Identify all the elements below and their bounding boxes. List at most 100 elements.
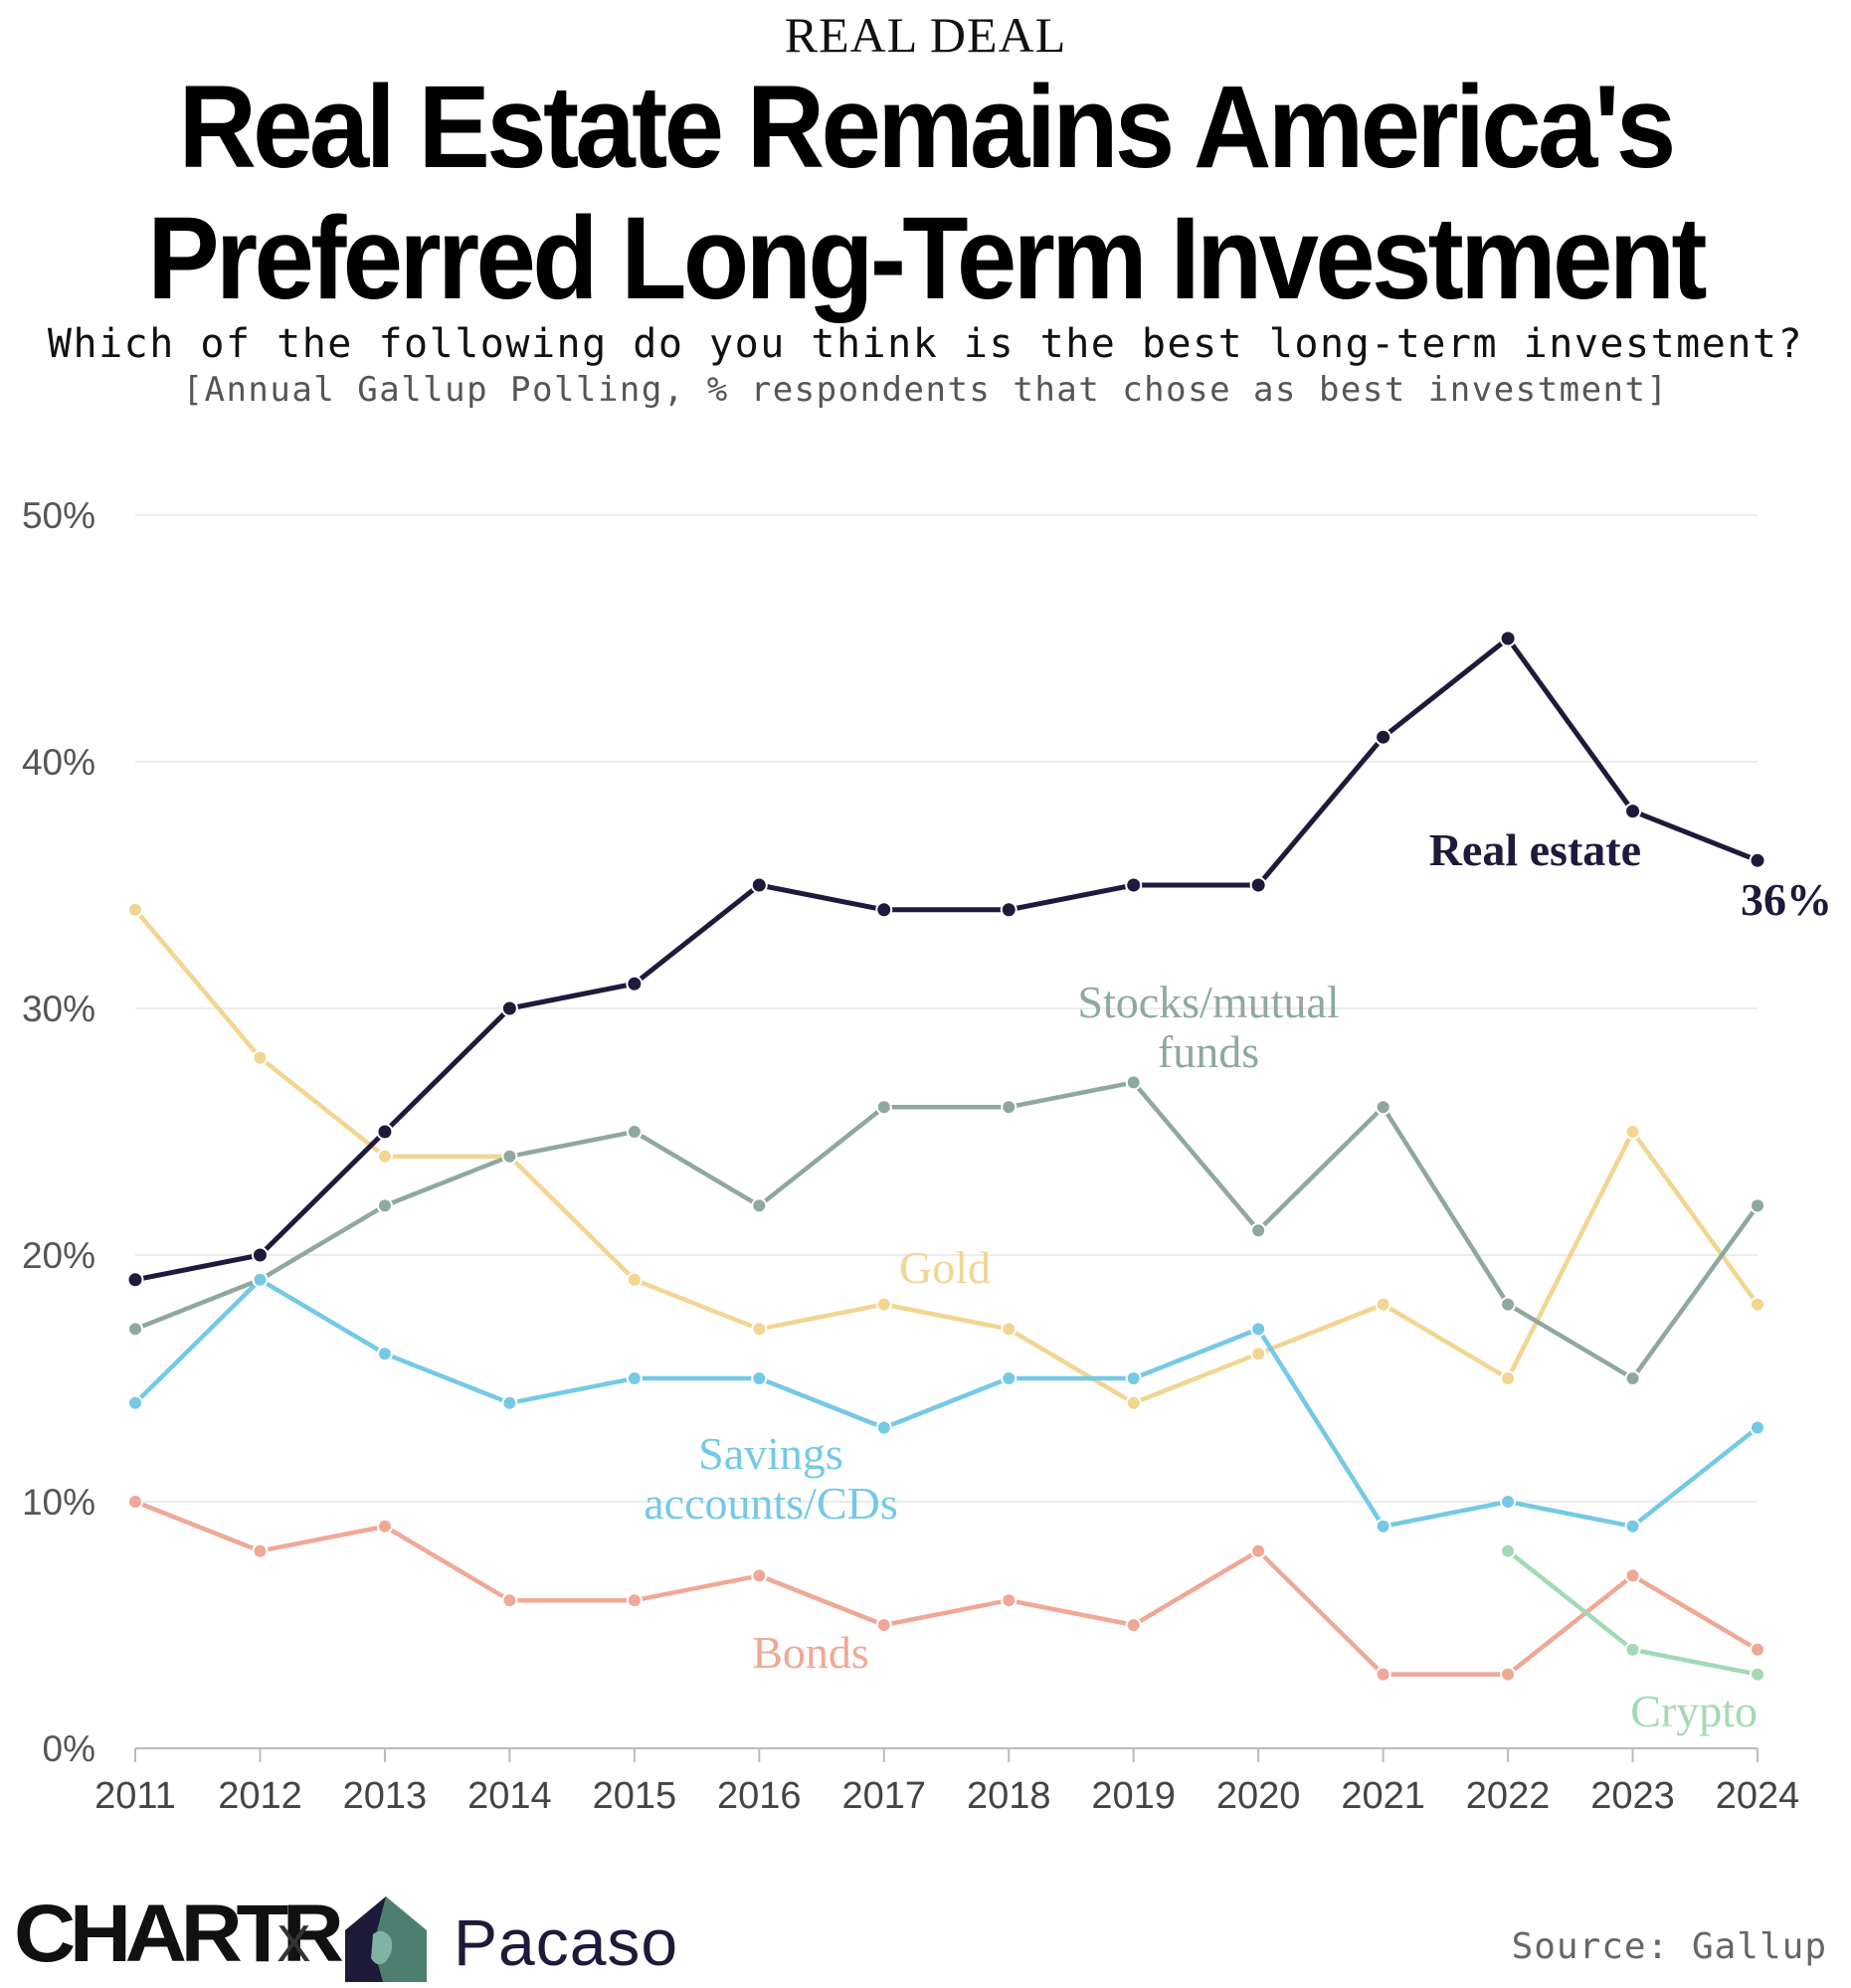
data-point: Bonds 2015: 6% <box>626 1592 643 1609</box>
data-point: Gold 2017: 18% <box>875 1296 892 1313</box>
data-point: Real estate 2017: 34% <box>875 901 893 919</box>
series-label: Bonds <box>752 1627 869 1678</box>
data-point: Real estate 2021: 41% <box>1375 728 1392 746</box>
x-tick-label: 2013 <box>343 1775 428 1817</box>
data-point: Bonds 2017: 5% <box>875 1617 892 1633</box>
series-label: Real estate <box>1429 824 1641 875</box>
pacaso-logo-text: Pacaso <box>454 1905 679 1979</box>
data-point: Bonds 2013: 9% <box>376 1518 393 1535</box>
data-point: Savings accounts/CDs 2015: 15% <box>626 1370 643 1386</box>
data-point: Crypto 2024: 3% <box>1750 1666 1765 1683</box>
series-label: Savings accounts/CDs <box>644 1428 898 1529</box>
data-point: Real estate 2012: 20% <box>251 1246 269 1264</box>
x-tick-label: 2015 <box>593 1775 677 1817</box>
series-line <box>134 635 1758 1283</box>
x-tick-label: 2012 <box>218 1775 302 1817</box>
data-point: Gold 2015: 19% <box>626 1271 643 1288</box>
series-group: Gold 2011: 34% Gold 2012: 28% Gold 2013: 2… <box>126 630 1766 1683</box>
x-tick-label: 2023 <box>1590 1775 1675 1817</box>
data-point: Bonds 2022: 3% <box>1500 1666 1517 1683</box>
data-point: Bonds 2012: 8% <box>252 1542 269 1559</box>
data-point: Gold 2023: 25% <box>1624 1124 1641 1140</box>
data-point: Real estate 2016: 35% <box>750 876 768 894</box>
data-point: Bonds 2024: 4% <box>1750 1641 1765 1658</box>
y-tick-label: 40% <box>22 742 95 783</box>
data-point: Bonds 2018: 6% <box>1001 1592 1018 1609</box>
data-point: Gold 2016: 17% <box>751 1321 768 1338</box>
x-tick-label: 2020 <box>1216 1775 1301 1817</box>
logo-separator: X <box>277 1915 311 1973</box>
x-tick-label: 2017 <box>841 1775 926 1817</box>
series-real-estate: Real estate 2011: 19% Real estate 2012: 2… <box>126 630 1766 1289</box>
x-tick-label: 2019 <box>1091 1775 1176 1817</box>
data-point: Gold 2021: 18% <box>1375 1296 1391 1313</box>
series-stocks-mutual-funds: Stocks/mutual funds 2011: 17% Stocks/mutu… <box>127 1074 1765 1386</box>
data-point: Savings accounts/CDs 2019: 15% <box>1125 1370 1142 1386</box>
data-point: Gold 2019: 14% <box>1125 1394 1142 1411</box>
data-point: Bonds 2014: 6% <box>501 1592 518 1609</box>
series-line <box>134 1080 1759 1381</box>
data-point: Savings accounts/CDs 2016: 15% <box>751 1370 768 1386</box>
data-point: Savings accounts/CDs 2023: 9% <box>1624 1518 1641 1535</box>
y-tick-label: 20% <box>22 1235 95 1276</box>
data-point: Gold 2024: 18% <box>1750 1296 1765 1313</box>
chart-subtitle: Which of the following do you think is t… <box>47 321 1804 367</box>
series-gold: Gold 2011: 34% Gold 2012: 28% Gold 2013: 2… <box>127 901 1765 1411</box>
data-point: Real estate 2023: 38% <box>1624 803 1642 820</box>
chart-title-line-2: Preferred Long-Term Investment <box>147 193 1707 324</box>
data-point: Stocks/mutual funds 2023: 15% <box>1624 1370 1641 1386</box>
data-point: Stocks/mutual funds 2015: 25% <box>626 1124 643 1140</box>
data-point: Savings accounts/CDs 2020: 17% <box>1250 1321 1267 1338</box>
data-point: Savings accounts/CDs 2024: 13% <box>1750 1419 1765 1436</box>
data-point: Bonds 2023: 7% <box>1624 1567 1641 1584</box>
data-point: Crypto 2023: 4% <box>1624 1641 1641 1658</box>
data-point: Savings accounts/CDs 2018: 15% <box>1001 1370 1018 1386</box>
data-point: Savings accounts/CDs 2017: 13% <box>875 1419 892 1436</box>
x-tick-label: 2014 <box>467 1775 552 1817</box>
data-point: Stocks/mutual funds 2017: 26% <box>875 1099 892 1116</box>
data-point: Stocks/mutual funds 2013: 22% <box>376 1197 393 1214</box>
data-point: Bonds 2011: 10% <box>127 1494 143 1510</box>
gridlines <box>135 514 1758 1503</box>
data-point: Gold 2020: 16% <box>1250 1346 1267 1362</box>
y-axis: 0% 10% 20% 30% 40% 50% <box>22 495 95 1769</box>
chart-kicker: REAL DEAL <box>784 7 1067 63</box>
chart-subtitle-note: [Annual Gallup Polling, % respondents th… <box>182 370 1669 410</box>
series-line <box>134 1499 1759 1677</box>
series-crypto: Crypto 2022: 8% Crypto 2023: 4% Crypto 202… <box>1500 1542 1765 1683</box>
series-label: Crypto <box>1630 1686 1758 1736</box>
y-tick-label: 50% <box>22 495 95 536</box>
data-point: Stocks/mutual funds 2011: 17% <box>127 1321 143 1338</box>
x-tick-label: 2024 <box>1716 1775 1800 1817</box>
data-point: Gold 2012: 28% <box>252 1049 269 1066</box>
data-point: Real estate 2019: 35% <box>1125 876 1143 894</box>
source-note: Source: Gallup <box>1511 1926 1827 1967</box>
data-point: Stocks/mutual funds 2018: 26% <box>1001 1099 1018 1116</box>
x-tick-label: 2018 <box>967 1775 1051 1817</box>
data-point: Real estate 2013: 25% <box>376 1123 394 1141</box>
x-tick-label: 2021 <box>1341 1775 1425 1817</box>
series-label: Gold <box>899 1242 991 1293</box>
data-point: Stocks/mutual funds 2021: 26% <box>1375 1099 1391 1116</box>
data-point: Savings accounts/CDs 2013: 16% <box>376 1346 393 1362</box>
data-point: Savings accounts/CDs 2011: 14% <box>127 1394 143 1411</box>
data-point: Stocks/mutual funds 2020: 21% <box>1250 1222 1267 1239</box>
data-point: Real estate 2024: 36% <box>1749 851 1766 869</box>
series-line <box>133 908 1759 1406</box>
data-point: Gold 2013: 24% <box>376 1148 393 1165</box>
data-point: Stocks/mutual funds 2014: 24% <box>501 1148 518 1165</box>
pacaso-house-icon <box>345 1897 427 1982</box>
data-point: Savings accounts/CDs 2014: 14% <box>501 1394 518 1411</box>
end-value-label: 36% <box>1741 874 1832 925</box>
data-point: Gold 2011: 34% <box>127 901 143 918</box>
data-point: Gold 2022: 15% <box>1500 1370 1517 1386</box>
x-tick-label: 2016 <box>717 1775 802 1817</box>
series-bonds: Bonds 2011: 10% Bonds 2012: 8% Bonds 2013:… <box>127 1494 1765 1683</box>
data-point: Real estate 2011: 19% <box>126 1271 144 1289</box>
data-point: Crypto 2022: 8% <box>1500 1542 1517 1559</box>
data-point: Real estate 2022: 45% <box>1499 630 1517 647</box>
data-point: Real estate 2015: 31% <box>626 975 644 993</box>
series-label: Stocks/mutual funds <box>1077 977 1339 1077</box>
data-point: Stocks/mutual funds 2022: 18% <box>1500 1296 1517 1313</box>
